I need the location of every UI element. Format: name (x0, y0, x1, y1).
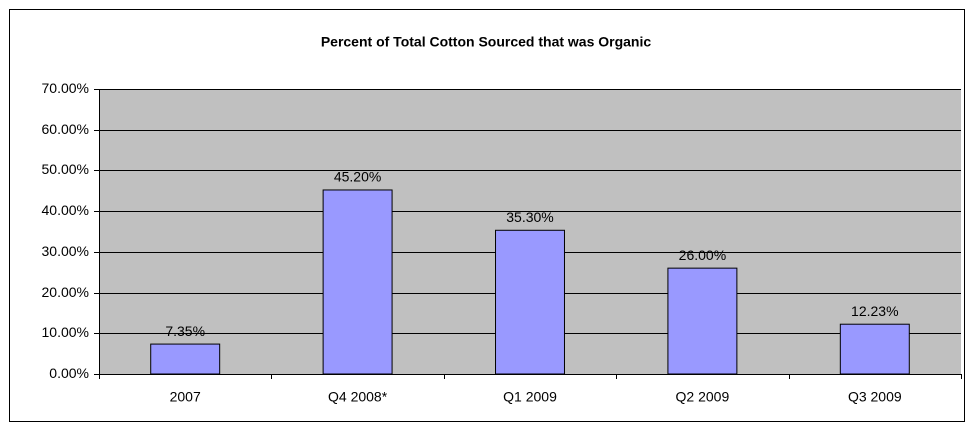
y-tick-label: 50.00% (42, 161, 89, 177)
bar (495, 229, 565, 375)
y-tick-label: 30.00% (42, 243, 89, 259)
y-tick-label: 0.00% (49, 365, 89, 381)
y-tick-label: 60.00% (42, 121, 89, 137)
bar (150, 343, 221, 375)
x-tick-label: Q3 2009 (848, 389, 902, 405)
value-label: 35.30% (506, 209, 553, 225)
x-tick-label: Q4 2008* (328, 389, 388, 405)
chart-title: Percent of Total Cotton Sourced that was… (321, 34, 652, 50)
x-tick-label: Q2 2009 (676, 389, 730, 405)
y-tick-label: 70.00% (42, 80, 89, 96)
bar (667, 267, 738, 375)
y-tick-label: 10.00% (42, 324, 89, 340)
bar (839, 323, 910, 375)
x-tick-label: Q1 2009 (503, 389, 557, 405)
y-tick-label: 20.00% (42, 284, 89, 300)
x-tick-label: 2007 (170, 389, 201, 405)
value-label: 12.23% (851, 303, 898, 319)
bar (322, 189, 393, 375)
value-label: 45.20% (334, 169, 381, 185)
y-tick-label: 40.00% (42, 202, 89, 218)
value-label: 7.35% (165, 323, 205, 339)
value-label: 26.00% (679, 247, 726, 263)
